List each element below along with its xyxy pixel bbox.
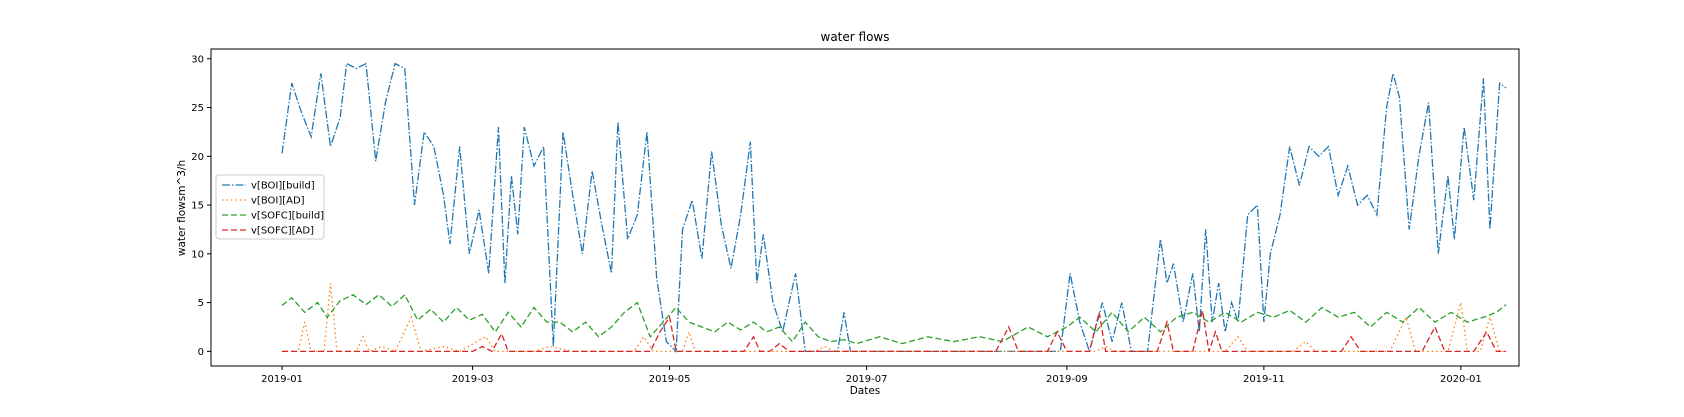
y-tick-label: 15 — [191, 201, 204, 212]
legend-label-0: v[BOI][build] — [251, 181, 315, 192]
series-line-3 — [282, 310, 1507, 353]
y-axis: 0 5 10 15 20 25 30 — [191, 54, 211, 358]
chart-title: water flows — [821, 30, 890, 44]
legend: v[BOI][build] v[BOI][AD] v[SOFC][build] v[S… — [215, 174, 325, 240]
y-tick-label: 30 — [191, 54, 204, 65]
x-tick-label: 2019-07 — [846, 374, 888, 385]
y-axis-label: water flowsm^3/h — [176, 160, 188, 256]
x-tick-label: 2019-01 — [261, 374, 303, 385]
x-tick-label: 2019-03 — [452, 374, 494, 385]
x-tick-label: 2019-09 — [1046, 374, 1088, 385]
y-tick-label: 10 — [191, 249, 204, 260]
legend-label-3: v[SOFC][AD] — [251, 226, 314, 237]
x-axis: 2019-01 2019-03 2019-05 2019-07 2019-09 2019-… — [261, 366, 1482, 385]
y-tick-label: 5 — [198, 298, 204, 309]
y-tick-label: 25 — [191, 103, 204, 114]
y-tick-label: 0 — [198, 347, 204, 358]
legend-label-2: v[SOFC][build] — [251, 211, 324, 222]
series-line-2 — [281, 293, 1507, 345]
x-tick-label: 2020-01 — [1440, 374, 1482, 385]
y-tick-label: 20 — [191, 152, 204, 163]
x-tick-label: 2019-11 — [1243, 374, 1285, 385]
legend-frame — [215, 174, 325, 240]
legend-label-1: v[BOI][AD] — [251, 196, 305, 207]
series-line-0 — [281, 62, 1507, 354]
series-layer — [281, 62, 1507, 354]
x-axis-label: Dates — [850, 385, 881, 397]
series-line-1 — [282, 283, 1507, 353]
plot-frame — [210, 48, 1520, 367]
x-tick-label: 2019-05 — [649, 374, 691, 385]
